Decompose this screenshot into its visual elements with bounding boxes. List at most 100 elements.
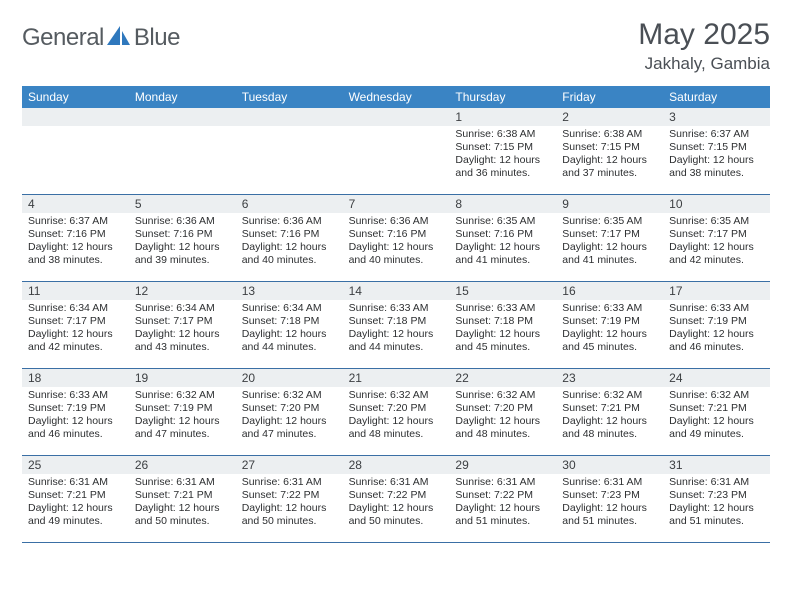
sunset-text: Sunset: 7:22 PM [455, 489, 550, 502]
sunrise-text: Sunrise: 6:31 AM [455, 476, 550, 489]
sunset-text: Sunset: 7:16 PM [242, 228, 337, 241]
daylight-text: Daylight: 12 hours and 42 minutes. [669, 241, 764, 267]
sunrise-text: Sunrise: 6:31 AM [669, 476, 764, 489]
sunset-text: Sunset: 7:21 PM [669, 402, 764, 415]
sunset-text: Sunset: 7:20 PM [455, 402, 550, 415]
daynum-row: 28 [343, 456, 450, 474]
day-cell: 27Sunrise: 6:31 AMSunset: 7:22 PMDayligh… [236, 456, 343, 542]
day-number: 31 [669, 458, 764, 472]
sunrise-text: Sunrise: 6:31 AM [242, 476, 337, 489]
calendar-grid: Sunday Monday Tuesday Wednesday Thursday… [22, 86, 770, 543]
daylight-text: Daylight: 12 hours and 48 minutes. [562, 415, 657, 441]
sunset-text: Sunset: 7:21 PM [562, 402, 657, 415]
daynum-row: 27 [236, 456, 343, 474]
sunrise-text: Sunrise: 6:33 AM [455, 302, 550, 315]
dayname-sun: Sunday [22, 86, 129, 108]
daynum-row: 19 [129, 369, 236, 387]
day-number: 25 [28, 458, 123, 472]
day-number: 16 [562, 284, 657, 298]
location-label: Jakhaly, Gambia [638, 54, 770, 74]
day-number: 20 [242, 371, 337, 385]
sunset-text: Sunset: 7:19 PM [669, 315, 764, 328]
day-number: 18 [28, 371, 123, 385]
daynum-row: 18 [22, 369, 129, 387]
daylight-text: Daylight: 12 hours and 37 minutes. [562, 154, 657, 180]
daylight-text: Daylight: 12 hours and 42 minutes. [28, 328, 123, 354]
dayname-row: Sunday Monday Tuesday Wednesday Thursday… [22, 86, 770, 108]
daylight-text: Daylight: 12 hours and 49 minutes. [669, 415, 764, 441]
day-body: Sunrise: 6:31 AMSunset: 7:23 PMDaylight:… [556, 474, 663, 533]
daynum-row: 10 [663, 195, 770, 213]
daynum-row: 13 [236, 282, 343, 300]
day-cell: 24Sunrise: 6:32 AMSunset: 7:21 PMDayligh… [663, 369, 770, 455]
week-row: 25 Sunrise: 6:31 AMSunset: 7:21 PMDayligh… [22, 456, 770, 543]
page-header: General Blue May 2025 Jakhaly, Gambia [22, 18, 770, 80]
day-body: Sunrise: 6:32 AMSunset: 7:21 PMDaylight:… [556, 387, 663, 446]
day-body: Sunrise: 6:35 AMSunset: 7:17 PMDaylight:… [663, 213, 770, 272]
daynum-row: 14 [343, 282, 450, 300]
day-cell: 4Sunrise: 6:37 AMSunset: 7:16 PMDaylight… [22, 195, 129, 281]
day-number: 7 [349, 197, 444, 211]
day-cell: 21Sunrise: 6:32 AMSunset: 7:20 PMDayligh… [343, 369, 450, 455]
daylight-text: Daylight: 12 hours and 40 minutes. [349, 241, 444, 267]
day-number: 21 [349, 371, 444, 385]
day-cell: 6Sunrise: 6:36 AMSunset: 7:16 PMDaylight… [236, 195, 343, 281]
day-body: Sunrise: 6:33 AMSunset: 7:19 PMDaylight:… [556, 300, 663, 359]
sunset-text: Sunset: 7:22 PM [349, 489, 444, 502]
day-number: 27 [242, 458, 337, 472]
day-number: 11 [28, 284, 123, 298]
sunset-text: Sunset: 7:16 PM [28, 228, 123, 241]
sunrise-text: Sunrise: 6:32 AM [349, 389, 444, 402]
day-body: Sunrise: 6:32 AMSunset: 7:21 PMDaylight:… [663, 387, 770, 446]
sunset-text: Sunset: 7:16 PM [455, 228, 550, 241]
dayname-tue: Tuesday [236, 86, 343, 108]
day-cell: 20Sunrise: 6:32 AMSunset: 7:20 PMDayligh… [236, 369, 343, 455]
sunset-text: Sunset: 7:23 PM [562, 489, 657, 502]
day-body: Sunrise: 6:32 AMSunset: 7:19 PMDaylight:… [129, 387, 236, 446]
daynum-row [343, 108, 450, 126]
day-body: Sunrise: 6:31 AMSunset: 7:21 PMDaylight:… [129, 474, 236, 533]
day-number: 28 [349, 458, 444, 472]
sunrise-text: Sunrise: 6:34 AM [135, 302, 230, 315]
dayname-wed: Wednesday [343, 86, 450, 108]
sunrise-text: Sunrise: 6:35 AM [669, 215, 764, 228]
daynum-row: 5 [129, 195, 236, 213]
sunset-text: Sunset: 7:19 PM [135, 402, 230, 415]
brand-name-a: General [22, 24, 104, 52]
daynum-row: 2 [556, 108, 663, 126]
day-cell: 29Sunrise: 6:31 AMSunset: 7:22 PMDayligh… [449, 456, 556, 542]
daynum-row: 23 [556, 369, 663, 387]
daylight-text: Daylight: 12 hours and 46 minutes. [28, 415, 123, 441]
day-cell: 14Sunrise: 6:33 AMSunset: 7:18 PMDayligh… [343, 282, 450, 368]
day-cell: 17Sunrise: 6:33 AMSunset: 7:19 PMDayligh… [663, 282, 770, 368]
day-cell: 25Sunrise: 6:31 AMSunset: 7:21 PMDayligh… [22, 456, 129, 542]
day-number: 3 [669, 110, 764, 124]
daylight-text: Daylight: 12 hours and 44 minutes. [349, 328, 444, 354]
week-row: 1Sunrise: 6:38 AMSunset: 7:15 PMDaylight… [22, 108, 770, 195]
daylight-text: Daylight: 12 hours and 46 minutes. [669, 328, 764, 354]
daylight-text: Daylight: 12 hours and 50 minutes. [349, 502, 444, 528]
brand-logo: General Blue [22, 24, 180, 52]
daylight-text: Daylight: 12 hours and 44 minutes. [242, 328, 337, 354]
day-body: Sunrise: 6:31 AMSunset: 7:22 PMDaylight:… [449, 474, 556, 533]
day-cell: 12Sunrise: 6:34 AMSunset: 7:17 PMDayligh… [129, 282, 236, 368]
sunrise-text: Sunrise: 6:38 AM [562, 128, 657, 141]
day-cell: 7Sunrise: 6:36 AMSunset: 7:16 PMDaylight… [343, 195, 450, 281]
daynum-row [129, 108, 236, 126]
sunset-text: Sunset: 7:15 PM [669, 141, 764, 154]
daylight-text: Daylight: 12 hours and 49 minutes. [28, 502, 123, 528]
day-cell: 30Sunrise: 6:31 AMSunset: 7:23 PMDayligh… [556, 456, 663, 542]
day-number: 23 [562, 371, 657, 385]
day-cell [129, 108, 236, 194]
sunset-text: Sunset: 7:17 PM [135, 315, 230, 328]
daynum-row: 6 [236, 195, 343, 213]
day-number: 22 [455, 371, 550, 385]
sunset-text: Sunset: 7:18 PM [349, 315, 444, 328]
day-cell [343, 108, 450, 194]
sunrise-text: Sunrise: 6:36 AM [349, 215, 444, 228]
sunrise-text: Sunrise: 6:33 AM [562, 302, 657, 315]
daylight-text: Daylight: 12 hours and 45 minutes. [455, 328, 550, 354]
sunrise-text: Sunrise: 6:31 AM [135, 476, 230, 489]
sunset-text: Sunset: 7:17 PM [28, 315, 123, 328]
day-body: Sunrise: 6:31 AMSunset: 7:23 PMDaylight:… [663, 474, 770, 533]
